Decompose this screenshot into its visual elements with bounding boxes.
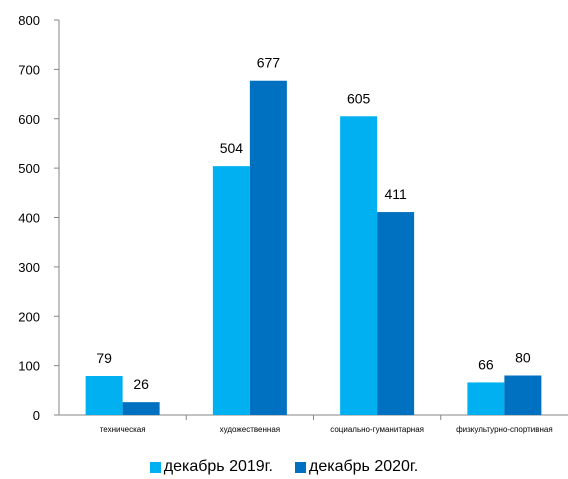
x-tick-label: социально-гуманитарная (330, 425, 424, 434)
bar (85, 375, 123, 415)
bar (340, 116, 378, 415)
legend-item-2020: декабрь 2020г. (295, 458, 418, 476)
data-label: 26 (133, 376, 149, 392)
y-tick-label: 0 (33, 408, 40, 423)
legend-label-2019: декабрь 2019г. (163, 458, 273, 475)
data-label: 66 (478, 356, 494, 372)
legend-swatch-2019 (149, 461, 161, 473)
x-tick-label: техническая (100, 425, 146, 434)
y-axis-ticks: 0 100 200 300 400 500 600 700 800 (18, 13, 59, 423)
data-label: 79 (96, 350, 112, 366)
y-tick-label: 100 (18, 359, 40, 374)
y-tick-label: 800 (18, 13, 40, 28)
bar (249, 80, 287, 415)
data-label: 411 (384, 186, 407, 202)
bar (122, 402, 160, 415)
data-label: 80 (515, 350, 531, 366)
y-tick-label: 600 (18, 112, 40, 127)
bar (504, 375, 542, 415)
legend-label-2020: декабрь 2020г. (309, 458, 419, 475)
data-label: 605 (347, 90, 371, 106)
bar (377, 212, 415, 415)
x-tick-label: физкультурно-спортивная (456, 425, 553, 434)
data-labels: 79 26 504 677 605 411 66 80 (96, 55, 531, 392)
data-label: 504 (220, 140, 244, 156)
legend-swatch-2020 (295, 461, 306, 473)
x-tick-label: художественная (220, 425, 280, 434)
y-tick-label: 300 (18, 260, 40, 275)
y-tick-label: 700 (18, 62, 40, 77)
data-label: 677 (257, 55, 281, 71)
x-axis-ticks: техническая художественная социально-гуман… (100, 415, 553, 434)
y-tick-label: 500 (18, 161, 40, 176)
bars (85, 80, 542, 415)
y-tick-label: 400 (18, 211, 40, 226)
bar (212, 166, 250, 415)
bar (467, 382, 505, 415)
y-tick-label: 200 (18, 309, 40, 324)
legend-item-2019: декабрь 2019г. (149, 458, 273, 476)
legend: декабрь 2019г. декабрь 2020г. (0, 458, 568, 476)
